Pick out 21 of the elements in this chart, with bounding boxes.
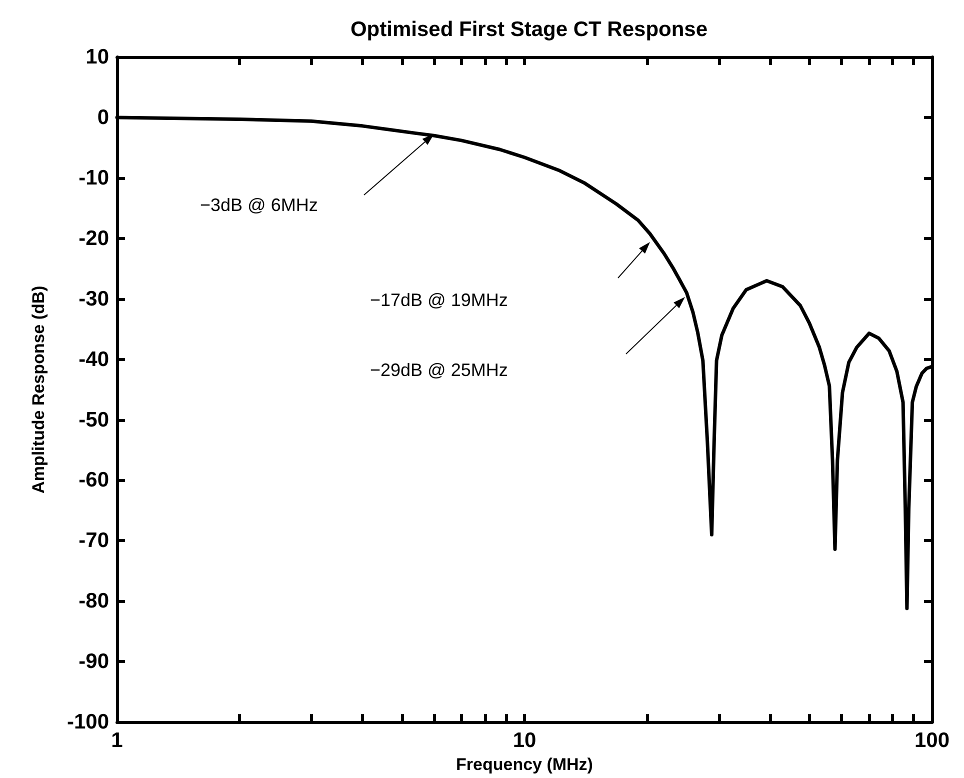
annotation: −17dB @ 19MHz	[370, 290, 508, 310]
y-axis-title: Amplitude Response (dB)	[29, 286, 48, 494]
y-tick-label: -100	[66, 710, 109, 734]
y-tick-label: -60	[78, 468, 109, 492]
x-tick-label: 1	[111, 729, 124, 752]
y-tick-label: -40	[78, 348, 109, 371]
y-tick-label: -90	[78, 650, 109, 674]
y-tick-label: -20	[78, 226, 109, 250]
y-tick-label: 0	[97, 106, 109, 129]
y-tick-label: -10	[78, 166, 109, 190]
y-tick-label: 10	[86, 46, 109, 68]
y-tick-label: -80	[78, 590, 109, 613]
y-tick-label: -30	[78, 287, 109, 310]
chart-title: Optimised First Stage CT Response	[350, 18, 708, 41]
y-tick-label: -70	[78, 529, 109, 552]
x-tick-label: 100	[914, 729, 950, 752]
y-tick-label: -50	[78, 408, 109, 432]
annotation: −29dB @ 25MHz	[370, 360, 508, 380]
annotation: −3dB @ 6MHz	[200, 195, 318, 215]
x-tick-label: 10	[512, 729, 536, 752]
x-axis-title: Frequency (MHz)	[456, 755, 593, 774]
